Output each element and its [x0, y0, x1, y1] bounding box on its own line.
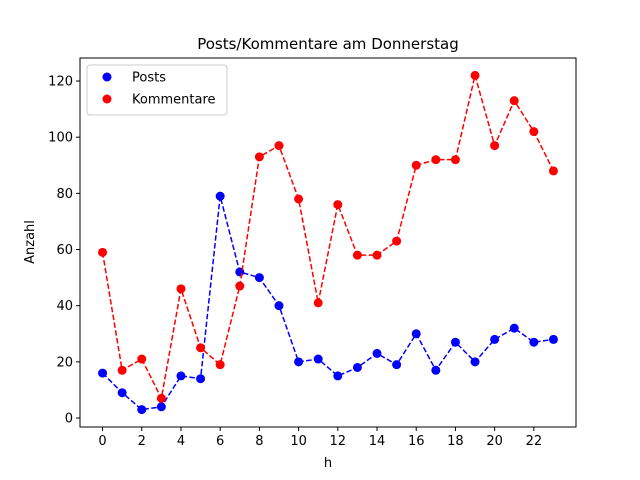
- data-point-posts: [431, 365, 441, 375]
- data-point-kommentare: [470, 70, 480, 80]
- series-layer: [98, 70, 558, 415]
- y-tick-label: 100: [48, 131, 73, 146]
- series-line-kommentare: [101, 75, 555, 401]
- data-point-posts: [529, 337, 539, 347]
- data-point-posts: [333, 371, 343, 381]
- data-point-posts: [470, 357, 480, 367]
- data-point-posts: [392, 360, 402, 370]
- y-axis: 0 20 40 60 80 100 120: [48, 75, 80, 427]
- data-point-kommentare: [235, 281, 245, 291]
- legend-label-posts: Posts: [132, 71, 166, 86]
- chart-title: Posts/Kommentare am Donnerstag: [197, 35, 459, 53]
- y-tick-label: 20: [56, 355, 73, 370]
- data-point-kommentare: [98, 247, 108, 257]
- legend: Posts Kommentare: [86, 64, 228, 116]
- data-point-kommentare: [431, 155, 441, 165]
- x-tick-label: 0: [98, 434, 106, 449]
- data-point-kommentare: [196, 343, 206, 353]
- x-tick-label: 20: [486, 434, 503, 449]
- data-point-posts: [548, 334, 558, 344]
- legend-marker-posts: [102, 72, 112, 82]
- data-point-posts: [490, 334, 500, 344]
- data-point-kommentare: [137, 354, 147, 364]
- data-point-kommentare: [509, 96, 519, 106]
- data-point-posts: [294, 357, 304, 367]
- x-tick-label: 22: [526, 434, 543, 449]
- legend-box: [86, 64, 228, 116]
- data-point-kommentare: [294, 194, 304, 204]
- legend-item-posts: Posts: [102, 71, 166, 86]
- x-axis: 0 2 4 6 8 10 12 14 16 18 20 22: [98, 427, 542, 449]
- y-tick-label: 60: [56, 243, 73, 258]
- y-tick-label: 0: [65, 412, 73, 427]
- data-point-posts: [411, 329, 421, 339]
- x-tick-label: 2: [138, 434, 146, 449]
- data-point-posts: [352, 362, 362, 372]
- data-point-posts: [156, 402, 166, 412]
- data-point-kommentare: [372, 250, 382, 260]
- legend-label-kommentare: Kommentare: [132, 93, 216, 108]
- data-point-kommentare: [176, 284, 186, 294]
- data-point-kommentare: [392, 236, 402, 246]
- x-axis-label: h: [324, 456, 332, 471]
- y-tick-label: 40: [56, 299, 73, 314]
- data-point-kommentare: [529, 127, 539, 137]
- x-tick-label: 16: [408, 434, 425, 449]
- legend-marker-kommentare: [102, 94, 112, 104]
- data-point-kommentare: [156, 393, 166, 403]
- data-point-kommentare: [490, 141, 500, 151]
- data-point-posts: [450, 337, 460, 347]
- data-point-posts: [313, 354, 323, 364]
- x-tick-label: 4: [177, 434, 185, 449]
- y-tick-label: 120: [48, 75, 73, 90]
- data-point-posts: [98, 368, 108, 378]
- data-point-posts: [215, 191, 225, 201]
- axes-border: [79, 57, 577, 428]
- plot-frame: [80, 58, 576, 427]
- data-point-posts: [117, 388, 127, 398]
- y-axis-label: Anzahl: [23, 220, 38, 264]
- y-tick-label: 80: [56, 187, 73, 202]
- data-point-kommentare: [411, 160, 421, 170]
- data-point-kommentare: [352, 250, 362, 260]
- data-point-posts: [196, 374, 206, 384]
- data-point-kommentare: [548, 166, 558, 176]
- series-kommentare: [98, 70, 558, 403]
- data-point-posts: [372, 348, 382, 358]
- data-point-posts: [137, 405, 147, 415]
- x-tick-label: 6: [216, 434, 224, 449]
- x-tick-label: 8: [255, 434, 263, 449]
- data-point-kommentare: [254, 152, 264, 162]
- data-point-posts: [176, 371, 186, 381]
- data-point-kommentare: [313, 298, 323, 308]
- data-point-kommentare: [450, 155, 460, 165]
- series-line-posts: [102, 195, 554, 411]
- data-point-kommentare: [215, 360, 225, 370]
- x-tick-label: 14: [369, 434, 386, 449]
- data-point-posts: [254, 273, 264, 283]
- data-point-kommentare: [274, 141, 284, 151]
- data-point-posts: [274, 301, 284, 311]
- legend-item-kommentare: Kommentare: [102, 93, 216, 108]
- data-point-posts: [509, 323, 519, 333]
- data-point-kommentare: [117, 365, 127, 375]
- data-point-kommentare: [333, 200, 343, 210]
- x-tick-label: 18: [447, 434, 464, 449]
- plot-area: [79, 57, 577, 428]
- series-posts: [98, 191, 558, 415]
- x-tick-label: 12: [330, 434, 347, 449]
- x-tick-label: 10: [290, 434, 307, 449]
